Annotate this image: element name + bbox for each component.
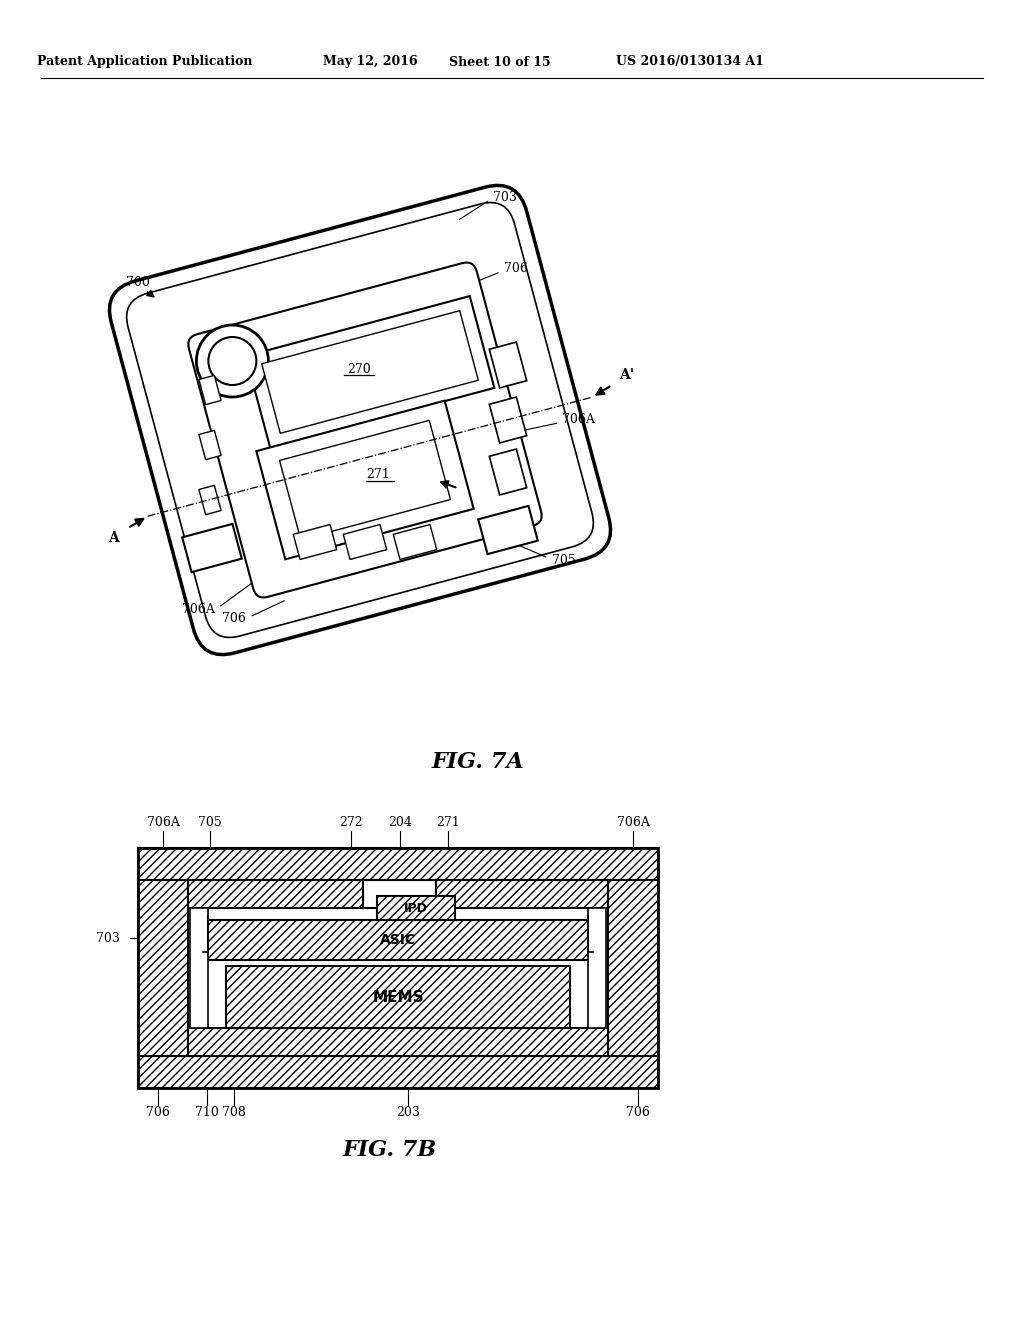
Text: 703: 703	[494, 191, 517, 203]
Bar	[138, 847, 658, 1088]
Text: FIG. 7B: FIG. 7B	[343, 1139, 437, 1162]
Bar	[489, 397, 526, 444]
Bar	[293, 524, 337, 560]
Text: A': A'	[620, 368, 635, 383]
Bar	[188, 880, 362, 908]
Bar	[138, 880, 188, 1056]
Bar	[199, 375, 221, 405]
Bar	[188, 1028, 608, 1056]
Bar	[138, 847, 658, 880]
Text: ASIC: ASIC	[380, 933, 416, 946]
Text: 706: 706	[626, 1106, 650, 1119]
Text: 706: 706	[222, 612, 246, 626]
Text: FIG. 7A: FIG. 7A	[432, 751, 524, 774]
Text: 706: 706	[146, 1106, 170, 1119]
Text: 706: 706	[504, 263, 528, 276]
Text: US 2016/0130134 A1: US 2016/0130134 A1	[616, 55, 764, 69]
Text: IPD: IPD	[404, 902, 428, 915]
Text: 272: 272	[339, 817, 362, 829]
Bar	[199, 430, 221, 459]
Bar	[226, 966, 570, 1028]
Bar	[138, 847, 658, 1088]
Text: 706A: 706A	[146, 817, 179, 829]
Bar	[489, 449, 526, 495]
Text: 204: 204	[388, 817, 412, 829]
Text: 703: 703	[96, 932, 120, 945]
Bar	[588, 908, 606, 1028]
Bar	[182, 524, 242, 572]
Circle shape	[209, 337, 256, 385]
Bar	[280, 420, 451, 540]
Bar	[190, 908, 208, 1028]
Circle shape	[197, 325, 268, 397]
FancyBboxPatch shape	[110, 185, 610, 655]
Text: A: A	[109, 531, 119, 545]
Text: 705: 705	[198, 817, 222, 829]
Text: 710: 710	[195, 1106, 219, 1119]
Text: MEMS: MEMS	[372, 990, 424, 1005]
Text: 271: 271	[436, 817, 460, 829]
Text: May 12, 2016: May 12, 2016	[323, 55, 418, 69]
Text: 706A: 706A	[616, 817, 649, 829]
FancyBboxPatch shape	[188, 263, 542, 598]
Bar	[203, 920, 593, 960]
Text: Patent Application Publication: Patent Application Publication	[37, 55, 253, 69]
Bar	[138, 1056, 658, 1088]
Bar	[478, 506, 538, 554]
Text: 203: 203	[396, 1106, 420, 1119]
Bar	[246, 296, 495, 447]
Text: 271: 271	[367, 469, 390, 482]
Text: 270: 270	[347, 363, 371, 376]
Bar	[256, 401, 474, 560]
Bar	[377, 896, 455, 920]
Bar	[199, 486, 221, 515]
Text: 706A: 706A	[182, 603, 215, 616]
Text: 706A: 706A	[562, 413, 595, 426]
Bar	[608, 880, 658, 1056]
Bar	[489, 342, 526, 388]
Bar	[262, 310, 478, 433]
Bar	[393, 524, 436, 560]
Text: 700: 700	[126, 276, 150, 289]
Bar	[343, 524, 387, 560]
Bar	[436, 880, 608, 908]
Text: Sheet 10 of 15: Sheet 10 of 15	[450, 55, 551, 69]
Text: 705: 705	[552, 554, 575, 568]
Text: 708: 708	[222, 1106, 246, 1119]
